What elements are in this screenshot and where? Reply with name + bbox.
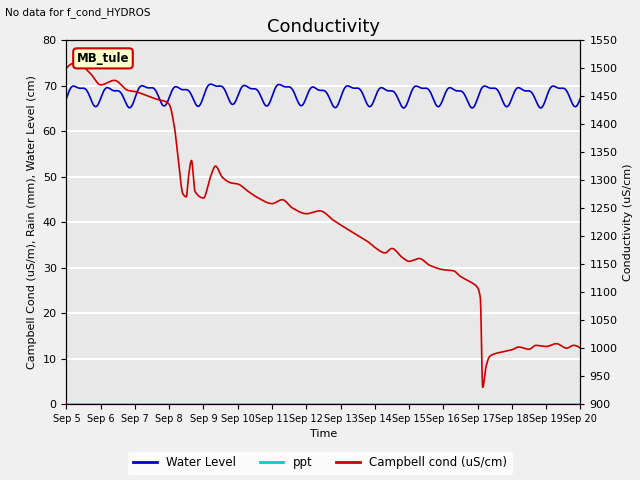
- Water Level: [282, 84, 290, 90]
- Water Level: [468, 105, 476, 111]
- Water Level: [63, 96, 70, 101]
- Y-axis label: Conductivity (uS/cm): Conductivity (uS/cm): [623, 163, 633, 281]
- Campbell cond (uS/cm): [282, 199, 290, 204]
- Campbell cond (uS/cm): [479, 384, 486, 390]
- X-axis label: Time: Time: [310, 430, 337, 440]
- Campbell cond (uS/cm): [152, 96, 159, 102]
- ppt: [577, 401, 584, 407]
- Legend: Water Level, ppt, Campbell cond (uS/cm): Water Level, ppt, Campbell cond (uS/cm): [128, 452, 512, 474]
- Water Level: [567, 96, 575, 102]
- Text: No data for f_cond_HYDROS: No data for f_cond_HYDROS: [4, 7, 150, 18]
- Campbell cond (uS/cm): [260, 198, 268, 204]
- Campbell cond (uS/cm): [511, 345, 519, 351]
- Water Level: [207, 81, 214, 87]
- ppt: [260, 401, 268, 407]
- Water Level: [260, 100, 268, 106]
- ppt: [566, 401, 574, 407]
- Line: Campbell cond (uS/cm): Campbell cond (uS/cm): [67, 62, 580, 387]
- ppt: [511, 401, 519, 407]
- Water Level: [152, 87, 159, 93]
- ppt: [63, 401, 70, 407]
- Line: Water Level: Water Level: [67, 84, 580, 108]
- Water Level: [577, 96, 584, 101]
- Campbell cond (uS/cm): [122, 86, 129, 92]
- ppt: [121, 401, 129, 407]
- Title: Conductivity: Conductivity: [267, 18, 380, 36]
- Y-axis label: Campbell Cond (uS/m), Rain (mm), Water Level (cm): Campbell Cond (uS/m), Rain (mm), Water L…: [27, 75, 37, 369]
- Text: MB_tule: MB_tule: [77, 52, 129, 65]
- ppt: [282, 401, 290, 407]
- Campbell cond (uS/cm): [577, 345, 584, 351]
- Water Level: [511, 87, 519, 93]
- Campbell cond (uS/cm): [567, 344, 575, 349]
- Campbell cond (uS/cm): [73, 60, 81, 65]
- Water Level: [121, 98, 129, 104]
- Campbell cond (uS/cm): [63, 65, 70, 71]
- ppt: [152, 401, 159, 407]
